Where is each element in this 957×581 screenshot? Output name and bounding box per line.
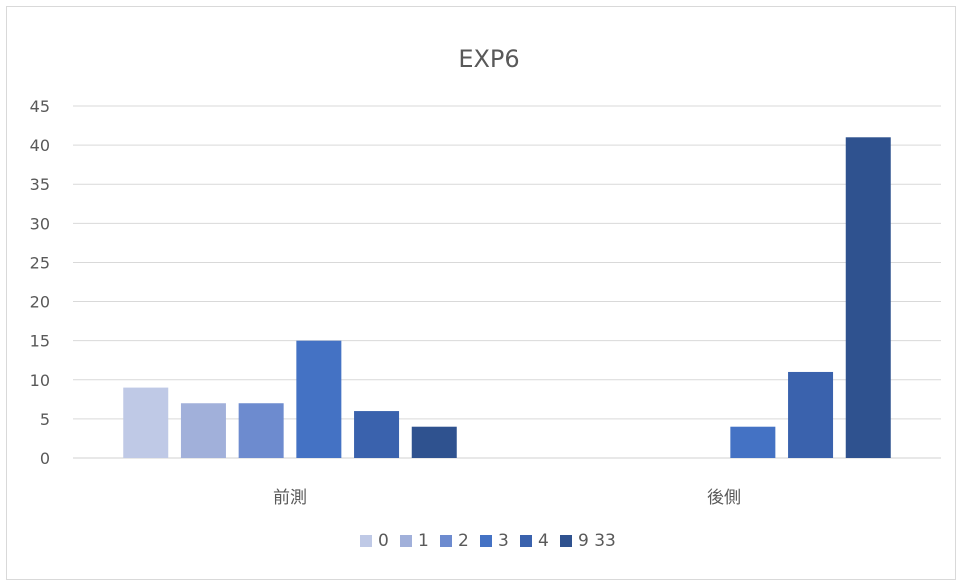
bar <box>123 387 169 458</box>
legend-swatch <box>440 535 452 547</box>
legend-label: 9 33 <box>578 531 616 551</box>
y-tick-label: 45 <box>30 97 50 116</box>
bar <box>180 403 226 458</box>
y-tick-label: 20 <box>30 293 50 312</box>
legend-label: 2 <box>458 531 469 551</box>
y-tick-label: 0 <box>40 449 50 468</box>
y-tick-label: 35 <box>30 175 50 194</box>
bar <box>845 137 891 459</box>
y-tick-label: 30 <box>30 214 50 233</box>
chart-area: EXP6 0 5 10 15 20 25 30 35 40 45 前測 後側 0 1 2 3 4 9 33 <box>6 6 956 580</box>
bar <box>354 411 400 458</box>
y-tick-label: 40 <box>30 136 50 155</box>
legend-swatch <box>360 535 372 547</box>
bar <box>296 340 342 458</box>
y-tick-label: 5 <box>40 410 50 429</box>
y-tick-label: 25 <box>30 253 50 272</box>
x-category-label: 後側 <box>707 488 741 508</box>
bar <box>730 426 776 458</box>
legend-label: 3 <box>498 531 509 551</box>
legend-swatch <box>560 535 572 547</box>
axes: 0 5 10 15 20 25 30 35 40 45 前測 後側 <box>30 97 741 508</box>
x-category-label: 前測 <box>273 488 307 508</box>
legend-label: 4 <box>538 531 549 551</box>
chart-title: EXP6 <box>458 45 519 73</box>
bars <box>123 137 891 459</box>
y-tick-label: 10 <box>30 371 50 390</box>
legend-swatch <box>520 535 532 547</box>
legend-swatch <box>400 535 412 547</box>
bar-chart: EXP6 0 5 10 15 20 25 30 35 40 45 前測 後側 0 1 2 3 4 9 33 <box>30 45 941 551</box>
legend-label: 0 <box>378 531 389 551</box>
legend-swatch <box>480 535 492 547</box>
bar <box>238 403 284 458</box>
bar <box>411 426 457 458</box>
y-tick-label: 15 <box>30 332 50 351</box>
legend-label: 1 <box>418 531 429 551</box>
legend: 0 1 2 3 4 9 33 <box>360 531 616 551</box>
bar <box>788 371 834 458</box>
